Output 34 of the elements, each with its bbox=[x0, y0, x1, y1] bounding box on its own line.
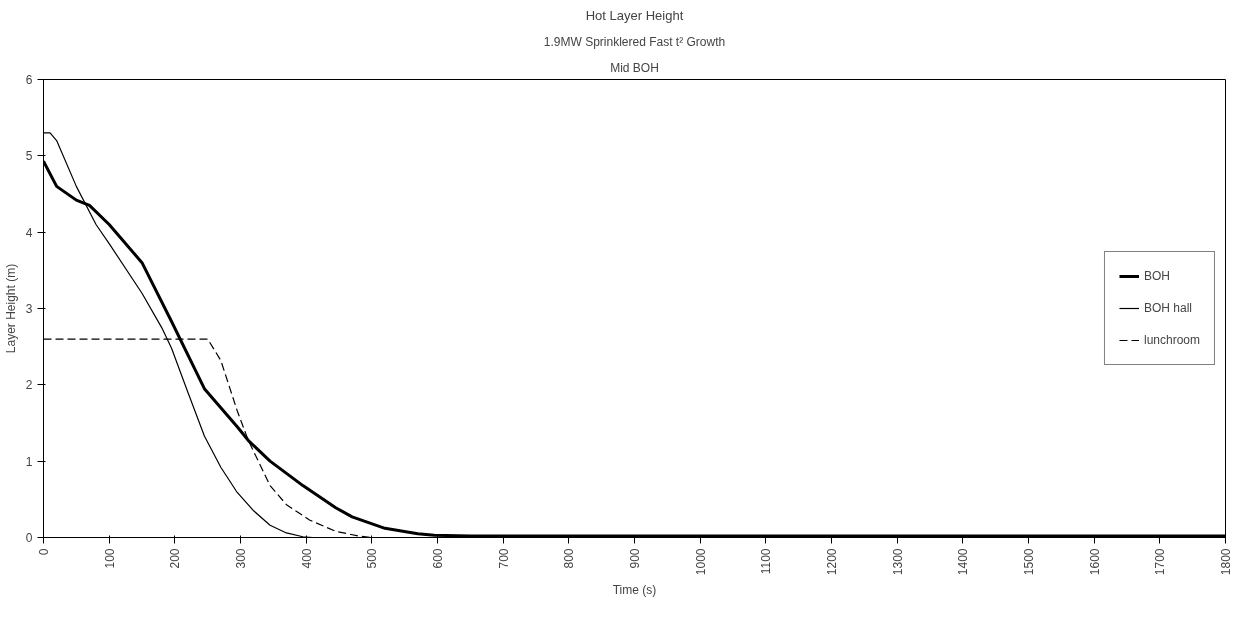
x-tick-label: 100 bbox=[102, 548, 117, 569]
y-tick-label: 1 bbox=[25, 454, 33, 469]
x-axis-title: Time (s) bbox=[612, 583, 657, 598]
x-tick-label: 1800 bbox=[1219, 548, 1233, 576]
y-tick-label: 0 bbox=[25, 531, 33, 545]
x-tick-label: 400 bbox=[299, 548, 314, 569]
chart-title: Hot Layer Height bbox=[585, 7, 684, 23]
x-tick-label: 1000 bbox=[693, 548, 708, 576]
x-tick-label: 700 bbox=[496, 548, 511, 569]
legend-label: lunchroom bbox=[1143, 333, 1200, 347]
y-tick-label: 3 bbox=[25, 302, 33, 316]
y-axis-title: Layer Height (m) bbox=[3, 263, 18, 354]
y-tick-label: 5 bbox=[25, 149, 33, 164]
legend-label: BOH hall bbox=[1143, 301, 1192, 315]
x-tick-label: 1700 bbox=[1153, 548, 1168, 576]
y-tick-label: 2 bbox=[25, 378, 33, 393]
x-tick-label: 900 bbox=[628, 548, 642, 569]
x-tick-label: 300 bbox=[234, 548, 248, 569]
x-tick-label: 1500 bbox=[1022, 548, 1036, 576]
x-tick-label: 1400 bbox=[956, 548, 971, 576]
text: Mid BOH bbox=[610, 60, 659, 75]
legend-label: BOH bbox=[1143, 269, 1170, 283]
chart-subtitle: 1.9MW Sprinklered Fast t² Growth bbox=[543, 34, 726, 49]
x-tick-label: 1200 bbox=[825, 548, 839, 576]
x-tick-label: 1600 bbox=[1087, 548, 1102, 576]
x-tick-label: 0 bbox=[37, 548, 51, 556]
x-tick-label: 1100 bbox=[759, 548, 774, 575]
y-tick-label: 6 bbox=[25, 73, 33, 87]
x-tick-label: 500 bbox=[365, 548, 380, 569]
x-tick-label: 1300 bbox=[890, 548, 905, 576]
x-tick-label: 600 bbox=[431, 548, 445, 569]
x-tick-label: 200 bbox=[168, 548, 183, 569]
x-tick-label: 800 bbox=[562, 548, 577, 569]
y-tick-label: 4 bbox=[25, 225, 33, 240]
